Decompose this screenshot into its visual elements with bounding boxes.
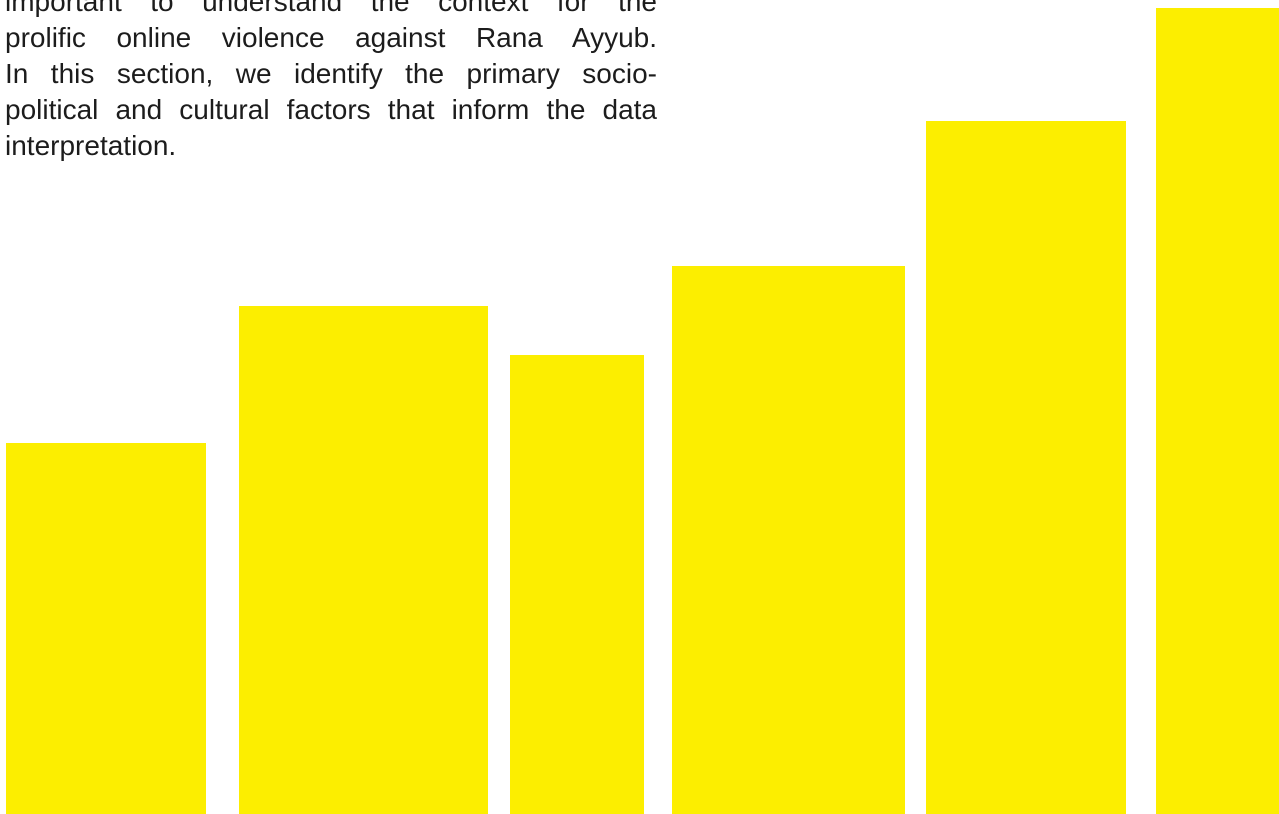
paragraph-line-4: political and cultural factors that info… — [5, 94, 657, 125]
paragraph-line-3: In this section, we identify the primary… — [5, 58, 657, 89]
bar-6 — [1156, 8, 1279, 814]
bar-1 — [6, 443, 206, 814]
bar-4 — [672, 266, 905, 814]
paragraph-line-1: important to understand the context for … — [5, 0, 657, 17]
paragraph-line-2: prolific online violence against Rana Ay… — [5, 22, 657, 53]
bar-2 — [239, 306, 488, 814]
paragraph-line-5: interpretation. — [5, 130, 177, 161]
bar-3 — [510, 355, 644, 814]
bar-5 — [926, 121, 1126, 814]
body-paragraph: important to understand the context for … — [5, 0, 657, 164]
